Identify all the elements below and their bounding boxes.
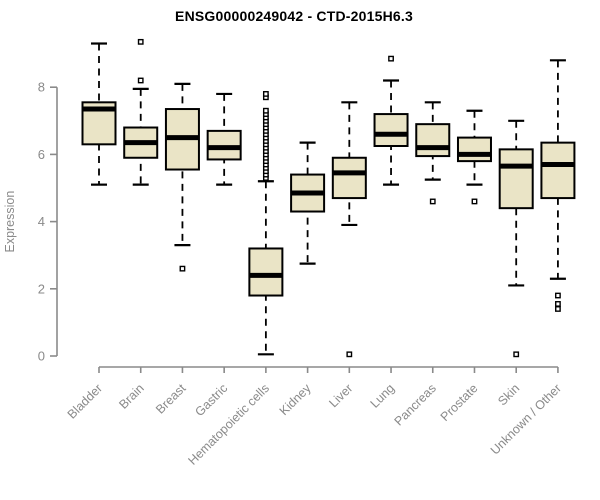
boxplot-bladder xyxy=(81,42,117,186)
outlier-point xyxy=(179,265,186,272)
outlier-point xyxy=(429,198,436,205)
iqr-box xyxy=(415,123,451,158)
x-tick-label: Breast xyxy=(153,381,189,417)
y-tick-label: 2 xyxy=(38,281,45,296)
outlier-point xyxy=(555,292,561,299)
y-tick-label: 0 xyxy=(38,349,45,364)
boxplot-skin xyxy=(498,119,534,358)
outlier-point xyxy=(346,351,353,358)
boxplot-unknown-other xyxy=(540,59,576,312)
boxplot-gastric xyxy=(206,92,242,186)
boxplot-liver xyxy=(331,101,367,358)
x-tick-label: Bladder xyxy=(65,381,105,421)
x-tick-label: Unknown / Other xyxy=(488,381,564,457)
iqr-box xyxy=(248,247,284,297)
iqr-box xyxy=(540,141,576,200)
iqr-box xyxy=(331,156,367,200)
iqr-box xyxy=(373,113,409,148)
boxplot-hematopoietic-cells xyxy=(248,91,284,356)
x-tick-label: Pancreas xyxy=(392,381,439,428)
x-tick-label: Hematopoietic cells xyxy=(185,381,272,468)
outlier-point xyxy=(471,198,478,205)
boxplot-kidney xyxy=(290,141,326,265)
boxplot-pancreas xyxy=(415,101,451,205)
chart-title: ENSG00000249042 - CTD-2015H6.3 xyxy=(175,8,413,24)
outlier-point xyxy=(555,306,561,312)
x-tick-label: Lung xyxy=(368,381,398,411)
x-tick-label: Brain xyxy=(116,381,147,412)
outlier-point xyxy=(137,77,144,84)
y-axis: 0 2 4 6 8 Expression xyxy=(3,80,58,364)
iqr-box xyxy=(498,148,534,210)
iqr-box xyxy=(206,129,242,161)
x-tick-label: Prostate xyxy=(438,381,481,424)
y-axis-title: Expression xyxy=(3,191,17,253)
outlier-point xyxy=(388,55,394,62)
outlier-point xyxy=(137,38,144,45)
outlier-point xyxy=(555,301,561,307)
iqr-box xyxy=(456,136,492,163)
boxplot-breast xyxy=(164,82,200,272)
outlier-point xyxy=(262,107,269,114)
y-tick-label: 6 xyxy=(38,147,45,162)
x-tick-label: Skin xyxy=(495,381,522,408)
outlier-point xyxy=(262,91,269,97)
y-tick-label: 4 xyxy=(38,214,45,229)
outlier-point xyxy=(513,351,520,358)
y-tick-label: 8 xyxy=(38,80,45,95)
x-tick-label: Kidney xyxy=(277,381,314,418)
boxplot-prostate xyxy=(456,109,492,205)
x-tick-label: Liver xyxy=(326,381,355,410)
boxplot-lung xyxy=(373,55,409,186)
boxplot-brain xyxy=(123,38,159,186)
x-tick-label: Gastric xyxy=(192,381,230,419)
